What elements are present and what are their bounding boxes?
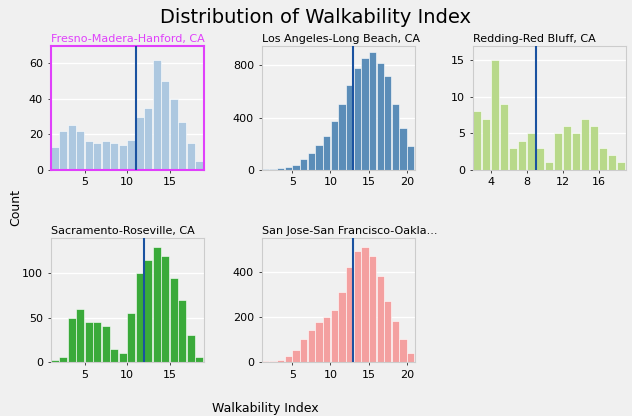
Bar <box>186 335 195 362</box>
Bar <box>59 357 68 362</box>
Bar <box>315 145 322 170</box>
Bar <box>110 143 118 170</box>
Bar <box>136 116 144 170</box>
Bar <box>399 128 407 170</box>
Bar <box>338 104 346 170</box>
Bar <box>581 119 590 170</box>
Text: Walkability Index: Walkability Index <box>212 402 319 415</box>
Bar <box>491 60 499 170</box>
Bar <box>384 76 391 170</box>
Bar <box>554 133 562 170</box>
Bar <box>323 317 331 362</box>
Bar <box>315 322 322 362</box>
Bar <box>285 167 292 170</box>
Bar <box>170 278 178 362</box>
Bar <box>608 155 616 170</box>
Bar <box>285 356 292 362</box>
Bar <box>572 133 580 170</box>
Bar <box>76 309 84 362</box>
Text: Los Angeles-Long Beach, CA: Los Angeles-Long Beach, CA <box>262 34 420 44</box>
Bar <box>407 146 415 170</box>
Bar <box>354 68 361 170</box>
Bar <box>473 111 482 170</box>
Bar <box>102 327 110 362</box>
Bar <box>178 300 186 362</box>
Bar <box>127 313 135 362</box>
Bar <box>51 147 59 170</box>
Bar <box>482 119 490 170</box>
Bar <box>527 133 535 170</box>
Bar <box>300 339 307 362</box>
Bar <box>102 141 110 170</box>
Bar <box>563 126 571 170</box>
Bar <box>127 140 135 170</box>
Bar <box>186 143 195 170</box>
Text: Redding-Red Bluff, CA: Redding-Red Bluff, CA <box>473 34 595 44</box>
Bar <box>354 251 361 362</box>
Bar <box>362 247 368 362</box>
Bar <box>338 292 346 362</box>
Text: Count: Count <box>9 190 23 226</box>
Bar <box>392 321 399 362</box>
Bar <box>85 322 93 362</box>
Bar <box>59 131 68 170</box>
Bar <box>346 85 353 170</box>
Bar <box>308 330 315 362</box>
Bar <box>277 168 284 170</box>
Bar <box>308 153 315 170</box>
Bar <box>509 148 518 170</box>
Bar <box>617 163 626 170</box>
Text: Fresno-Madera-Hanford, CA: Fresno-Madera-Hanford, CA <box>51 34 204 44</box>
Bar <box>323 136 331 170</box>
Bar <box>369 52 376 170</box>
Bar <box>369 256 376 362</box>
Bar <box>545 163 554 170</box>
Bar <box>300 159 307 170</box>
Bar <box>161 81 169 170</box>
Bar <box>119 353 127 362</box>
Bar <box>195 161 204 170</box>
Bar <box>68 126 76 170</box>
Bar <box>500 104 509 170</box>
Bar <box>277 360 284 362</box>
Bar <box>346 267 353 362</box>
Bar <box>119 145 127 170</box>
Text: San Jose-San Francisco-Oakla...: San Jose-San Francisco-Oakla... <box>262 226 437 236</box>
Bar <box>293 164 300 170</box>
Bar <box>153 247 161 362</box>
Bar <box>153 60 161 170</box>
Bar <box>94 322 101 362</box>
Bar <box>136 273 144 362</box>
Bar <box>110 349 118 362</box>
Bar <box>407 353 415 362</box>
Bar <box>331 121 338 170</box>
Text: Distribution of Walkability Index: Distribution of Walkability Index <box>161 8 471 27</box>
Text: Sacramento-Roseville, CA: Sacramento-Roseville, CA <box>51 226 194 236</box>
Bar <box>377 63 384 170</box>
Bar <box>195 357 204 362</box>
Bar <box>85 141 93 170</box>
Bar <box>94 143 101 170</box>
Bar <box>269 169 277 170</box>
Bar <box>590 126 599 170</box>
Bar <box>51 360 59 362</box>
Bar <box>331 310 338 362</box>
Bar <box>392 104 399 170</box>
Bar <box>76 131 84 170</box>
Bar <box>362 57 368 170</box>
Bar <box>161 256 169 362</box>
Bar <box>269 361 277 362</box>
Bar <box>384 301 391 362</box>
Bar <box>68 318 76 362</box>
Bar <box>599 148 607 170</box>
Bar <box>518 141 526 170</box>
Bar <box>377 276 384 362</box>
Bar <box>399 339 407 362</box>
Bar <box>178 122 186 170</box>
Bar <box>536 148 545 170</box>
Bar <box>144 260 152 362</box>
Bar <box>293 349 300 362</box>
Bar <box>144 108 152 170</box>
Bar <box>170 99 178 170</box>
